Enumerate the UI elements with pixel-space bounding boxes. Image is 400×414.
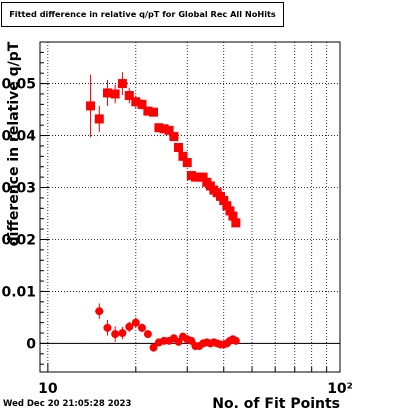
data-point: [159, 124, 169, 134]
data-point: [110, 89, 120, 99]
data-point: [102, 88, 112, 98]
x-axis-label: No. of Fit Points: [212, 396, 340, 412]
data-point: [228, 211, 238, 221]
data-point: [169, 132, 179, 142]
data-point: [117, 79, 127, 89]
data-point: [95, 307, 104, 316]
data-point: [111, 330, 120, 339]
data-point: [182, 158, 192, 168]
data-point: [178, 151, 188, 161]
data-point: [154, 123, 164, 133]
data-point: [198, 172, 208, 182]
timestamp: Wed Dec 20 21:05:28 2023: [3, 399, 132, 409]
data-point: [131, 318, 140, 327]
data-point: [137, 323, 146, 332]
y-tick-label: 0: [26, 336, 36, 352]
data-point: [225, 206, 235, 216]
y-tick-label: 0.01: [1, 284, 36, 300]
data-point: [173, 142, 183, 152]
data-point: [219, 196, 229, 206]
data-point: [149, 107, 159, 117]
series-2: [94, 303, 240, 352]
data-point: [125, 322, 134, 331]
data-point: [103, 323, 112, 332]
data-point: [124, 91, 134, 101]
data-point: [149, 343, 158, 352]
y-tick-label: 0.02: [1, 232, 36, 248]
series-1: [85, 72, 241, 228]
data-point: [174, 337, 183, 346]
data-point: [137, 99, 147, 109]
data-point: [231, 218, 241, 228]
data-point: [86, 101, 96, 111]
data-point: [143, 330, 152, 339]
data-point: [131, 97, 141, 107]
data-point: [143, 106, 153, 116]
y-tick-label: 0.05: [1, 77, 36, 93]
tick-labels: 0 0.01 0.02 0.03 0.04 0.05 10 10²: [1, 77, 352, 397]
x-tick-label: 10²: [327, 381, 353, 397]
y-axis-label: difference in relative q/pT: [6, 41, 22, 247]
title-box: Fitted difference in relative q/pT for G…: [1, 2, 284, 27]
data-point: [222, 201, 232, 211]
chart-title: Fitted difference in relative q/pT for G…: [9, 9, 276, 19]
data-point: [231, 336, 240, 345]
grid-lines: [40, 42, 341, 372]
data-point: [164, 125, 174, 135]
y-tick-label: 0.03: [1, 181, 36, 197]
x-tick-label: 10: [38, 381, 58, 397]
data-point: [94, 114, 104, 124]
y-tick-label: 0.04: [1, 129, 36, 145]
data-series: [85, 72, 241, 352]
plot-frame: [39, 41, 341, 373]
data-point: [118, 329, 127, 338]
